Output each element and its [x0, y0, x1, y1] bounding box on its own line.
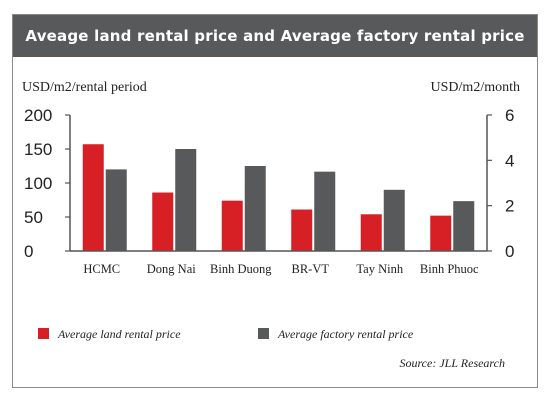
right-axis-label: USD/m2/month — [431, 80, 520, 95]
legend-swatch-land — [38, 328, 49, 339]
category-label: Binh Duong — [210, 262, 272, 276]
left-axis-label: USD/m2/rental period — [22, 80, 147, 95]
left-tick-label: 0 — [24, 242, 33, 261]
left-tick-label: 100 — [24, 174, 52, 193]
source-note: Source: JLL Research — [399, 356, 505, 370]
category-label: Binh Phuoc — [420, 262, 479, 276]
bar-land-4 — [360, 214, 382, 251]
legend-label-land: Average land rental price — [57, 327, 181, 341]
left-tick-label: 50 — [24, 208, 43, 227]
legend-swatch-factory — [258, 328, 269, 339]
bar-factory-5 — [453, 201, 475, 251]
bar-land-3 — [291, 209, 313, 251]
bar-factory-3 — [314, 171, 336, 251]
right-tick-label: 6 — [505, 106, 514, 125]
left-tick-label: 200 — [24, 106, 52, 125]
bar-factory-2 — [244, 166, 266, 251]
bar-factory-0 — [105, 169, 127, 251]
bar-land-5 — [430, 215, 452, 251]
category-label: HCMC — [83, 262, 120, 276]
right-tick-label: 0 — [505, 242, 514, 261]
category-label: Dong Nai — [147, 262, 196, 276]
bar-land-2 — [221, 200, 243, 251]
bar-factory-1 — [175, 149, 197, 251]
right-tick-label: 2 — [505, 197, 514, 216]
legend-label-factory: Average factory rental price — [277, 327, 414, 341]
right-tick-label: 4 — [505, 151, 514, 170]
bar-land-1 — [152, 192, 174, 251]
left-tick-label: 150 — [24, 140, 52, 159]
category-label: BR-VT — [292, 262, 330, 276]
chart-title: Aveage land rental price and Average fac… — [13, 15, 537, 57]
bar-factory-4 — [383, 189, 405, 251]
category-label: Tay Ninh — [356, 262, 403, 276]
bar-land-0 — [82, 144, 104, 251]
